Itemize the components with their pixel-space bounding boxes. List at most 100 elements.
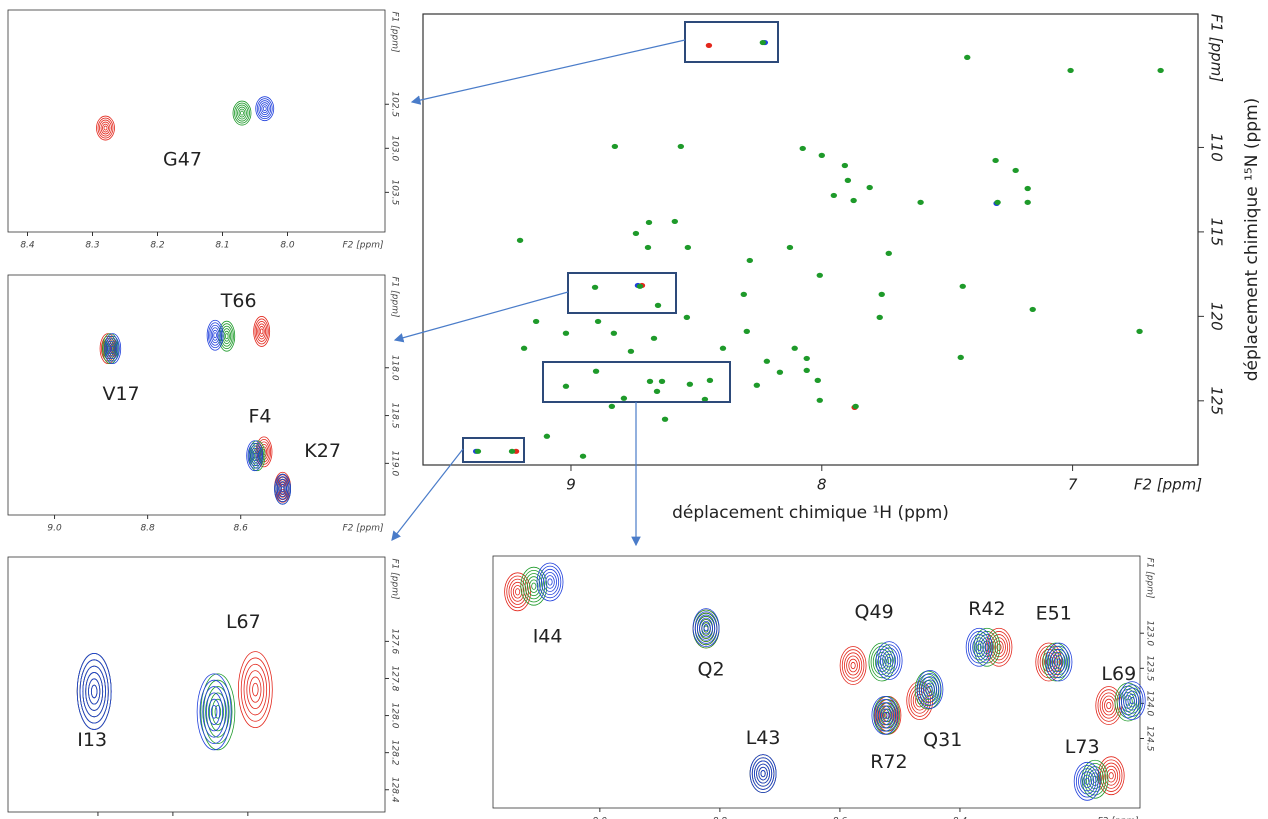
- peak-contours: [274, 473, 292, 505]
- contour-line: [210, 705, 218, 719]
- y-tick-label: 124.5: [1145, 726, 1155, 752]
- contour-line: [255, 436, 273, 468]
- peak: [520, 345, 528, 351]
- contour-line: [1125, 690, 1140, 711]
- f2-label: F2 [ppm]: [343, 241, 384, 251]
- peak-label: G47: [163, 149, 202, 171]
- contour-line: [105, 335, 120, 362]
- peak-label: Q31: [923, 729, 962, 751]
- peak: [591, 284, 599, 290]
- contour-line: [82, 665, 106, 718]
- peak: [610, 330, 618, 336]
- zoom-box: [462, 437, 525, 463]
- peak: [627, 348, 635, 354]
- peak-label: L69: [1101, 663, 1136, 685]
- contour-line: [110, 345, 115, 352]
- peak-contours: [232, 100, 252, 126]
- contour-line: [880, 708, 890, 723]
- peak: [636, 283, 644, 289]
- contour-line: [102, 123, 109, 133]
- contour-line: [873, 699, 897, 732]
- contour-line: [1045, 642, 1073, 682]
- peak: [653, 388, 661, 394]
- y-tick-label: 119.0: [390, 450, 400, 476]
- y-tick-label: 123.0: [1145, 620, 1155, 646]
- plot-frame: [492, 555, 1141, 809]
- contour-line: [90, 684, 98, 699]
- y-tick-label: 127.8: [390, 666, 400, 692]
- contour-line: [200, 673, 236, 751]
- contour-line: [274, 473, 292, 505]
- y-tick-label: 125: [1208, 386, 1226, 415]
- contour-line: [1082, 774, 1092, 789]
- contour-line: [214, 705, 222, 719]
- contour-line: [246, 670, 265, 709]
- contour-line: [1099, 759, 1123, 792]
- peak: [562, 330, 570, 336]
- contour-line: [510, 581, 525, 602]
- peak: [543, 433, 551, 439]
- contour-line: [97, 117, 114, 139]
- contour-line: [256, 438, 272, 465]
- peak: [740, 291, 747, 297]
- contour-line: [96, 115, 115, 141]
- peak: [866, 184, 873, 191]
- y-tick-label: 128.4: [390, 777, 400, 803]
- peak: [644, 244, 652, 251]
- peak: [814, 377, 821, 383]
- contour-line: [79, 659, 109, 724]
- peak: [917, 199, 924, 205]
- y-tick-label: 124.0: [1145, 691, 1155, 717]
- contour-line: [211, 698, 224, 725]
- contour-line: [844, 652, 863, 679]
- peak: [776, 369, 784, 375]
- f1-label: F1 [ppm]: [1145, 558, 1155, 599]
- contour-line: [916, 669, 944, 709]
- contour-line: [1041, 652, 1056, 672]
- contour-line: [108, 340, 118, 357]
- contour-line: [1049, 648, 1069, 676]
- contour-line: [276, 478, 289, 500]
- contour-line: [1102, 762, 1121, 789]
- contour-line: [250, 447, 260, 464]
- peak: [508, 448, 516, 454]
- peak: [830, 192, 838, 199]
- contour-line: [99, 119, 112, 137]
- contour-line: [880, 647, 899, 674]
- contour-line: [886, 657, 892, 665]
- contour-line: [925, 682, 935, 697]
- peak-contours: [200, 673, 236, 751]
- contour-line: [543, 572, 557, 592]
- contour-line: [261, 104, 269, 114]
- contour-line: [210, 327, 220, 344]
- contour-line: [208, 322, 223, 349]
- contour-line: [984, 643, 990, 651]
- contour-line: [868, 642, 896, 682]
- contour-line: [996, 643, 1002, 651]
- y-tick-label: 102.5: [390, 91, 400, 117]
- contour-line: [1049, 652, 1063, 672]
- contour-line: [870, 645, 894, 679]
- contour-line: [701, 620, 711, 635]
- peak: [705, 42, 713, 49]
- f2-label: F2 [ppm]: [343, 524, 384, 534]
- contour-line: [247, 442, 262, 469]
- peak: [701, 396, 709, 402]
- contour-line: [703, 624, 709, 632]
- contour-line: [515, 588, 521, 596]
- contour-line: [920, 676, 940, 703]
- peak: [803, 355, 810, 362]
- peak: [957, 354, 964, 361]
- x-tick-label: 9.0: [47, 524, 62, 534]
- contour-line: [973, 627, 1001, 667]
- contour-line: [208, 698, 221, 725]
- x-tick-label: 8.6: [234, 524, 249, 534]
- peak-contours: [237, 651, 273, 728]
- contour-line: [257, 323, 267, 340]
- y-tick-label: 127.6: [390, 628, 400, 654]
- peak: [1136, 328, 1143, 334]
- peak-contours: [1097, 756, 1125, 796]
- peak: [658, 378, 666, 384]
- contour-line: [751, 757, 775, 790]
- contour-line: [754, 760, 773, 787]
